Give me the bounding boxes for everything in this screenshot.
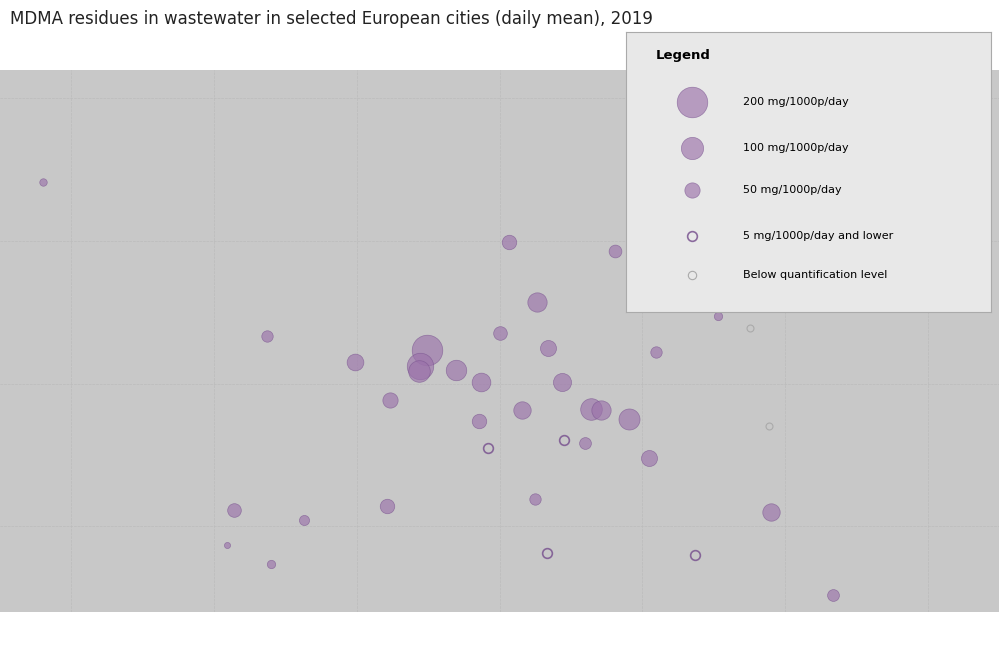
Text: 5 mg/1000p/day and lower: 5 mg/1000p/day and lower	[743, 231, 893, 241]
Text: 100 mg/1000p/day: 100 mg/1000p/day	[743, 143, 849, 153]
Text: Legend: Legend	[655, 49, 710, 62]
Text: Below quantification level: Below quantification level	[743, 270, 887, 280]
Text: MDMA residues in wastewater in selected European cities (daily mean), 2019: MDMA residues in wastewater in selected …	[10, 10, 653, 28]
Text: 200 mg/1000p/day: 200 mg/1000p/day	[743, 97, 849, 107]
Text: 50 mg/1000p/day: 50 mg/1000p/day	[743, 185, 842, 195]
